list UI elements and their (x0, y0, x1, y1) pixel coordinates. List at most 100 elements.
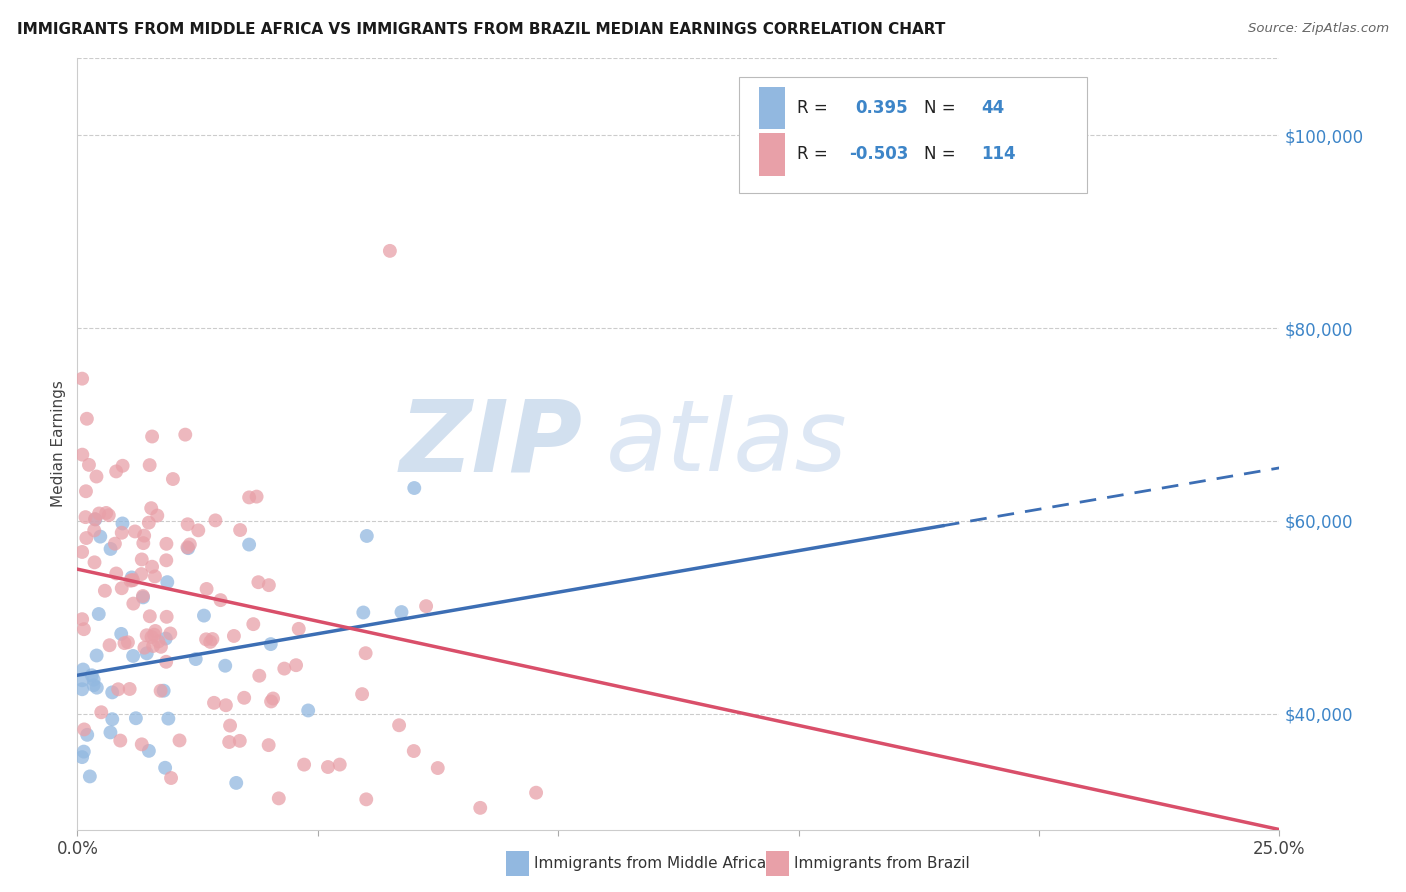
Point (84, 512, 107, 526)
Point (260, 637, 283, 651)
Point (245, 490, 267, 504)
Point (179, 537, 201, 551)
Point (131, 567, 153, 582)
Point (152, 683, 174, 698)
Point (146, 508, 169, 523)
Point (73, 622, 96, 636)
Point (138, 458, 160, 472)
Point (86, 469, 108, 483)
Point (329, 757, 352, 772)
Point (76, 728, 98, 742)
Point (76, 411, 98, 425)
Point (209, 593, 232, 607)
Point (83, 524, 105, 538)
Point (83, 678, 105, 692)
Point (139, 609, 162, 624)
Point (86, 681, 108, 695)
Point (70, 673, 93, 688)
Point (83, 673, 105, 687)
Point (524, 786, 547, 800)
Text: 114: 114 (981, 145, 1017, 163)
Point (134, 528, 156, 542)
Point (101, 712, 124, 726)
Point (131, 552, 153, 566)
Point (87, 507, 110, 521)
Point (160, 771, 183, 785)
Point (153, 761, 176, 775)
Point (316, 760, 339, 774)
Point (157, 712, 180, 726)
Point (70, 750, 93, 764)
Point (155, 537, 177, 551)
Point (388, 718, 411, 732)
Point (287, 622, 309, 636)
Point (100, 725, 122, 739)
Text: R =: R = (797, 145, 834, 163)
Point (218, 735, 240, 749)
Point (202, 696, 225, 710)
Point (143, 569, 166, 583)
Point (148, 634, 170, 648)
Point (70, 372, 93, 386)
Text: N =: N = (924, 99, 960, 117)
Point (97, 508, 120, 523)
Point (132, 591, 155, 605)
Point (122, 648, 145, 663)
Bar (759, 87, 786, 129)
Point (201, 632, 224, 646)
Point (70, 545, 93, 559)
Point (267, 791, 290, 805)
Point (238, 538, 260, 552)
Point (100, 541, 122, 556)
Point (83, 555, 105, 569)
Point (156, 609, 179, 624)
Point (176, 517, 198, 532)
Point (132, 589, 155, 603)
Point (229, 523, 252, 537)
Point (356, 529, 378, 543)
Point (156, 575, 179, 590)
Bar (759, 133, 786, 176)
Point (229, 734, 252, 748)
Point (169, 733, 191, 747)
Point (124, 524, 146, 539)
Text: IMMIGRANTS FROM MIDDLE AFRICA VS IMMIGRANTS FROM BRAZIL MEDIAN EARNINGS CORRELAT: IMMIGRANTS FROM MIDDLE AFRICA VS IMMIGRA… (17, 22, 945, 37)
Point (117, 635, 139, 649)
Point (292, 757, 315, 772)
Point (125, 711, 148, 725)
Point (222, 629, 245, 643)
Point (141, 559, 163, 574)
Y-axis label: Median Earnings: Median Earnings (51, 380, 66, 508)
Point (174, 427, 197, 442)
Text: Source: ZipAtlas.com: Source: ZipAtlas.com (1249, 22, 1389, 36)
Point (354, 792, 377, 806)
Point (98, 638, 121, 652)
Point (70, 682, 93, 697)
Point (214, 658, 236, 673)
Point (122, 597, 145, 611)
Point (111, 581, 134, 595)
Point (141, 630, 163, 644)
Point (238, 491, 260, 505)
Point (135, 646, 157, 660)
Point (111, 458, 134, 473)
Point (79, 769, 101, 783)
Point (184, 652, 207, 666)
Text: ZIP: ZIP (399, 395, 582, 492)
Point (107, 682, 129, 697)
Point (352, 687, 374, 701)
Point (402, 744, 425, 758)
FancyBboxPatch shape (738, 78, 1087, 193)
Point (247, 669, 270, 683)
Point (104, 537, 127, 551)
Point (262, 691, 284, 706)
Point (111, 525, 134, 540)
Point (142, 639, 165, 653)
Point (111, 516, 134, 531)
Point (118, 681, 141, 696)
Point (101, 685, 124, 699)
Point (354, 646, 377, 660)
Point (260, 694, 283, 708)
Point (378, 244, 401, 258)
Point (233, 690, 256, 705)
